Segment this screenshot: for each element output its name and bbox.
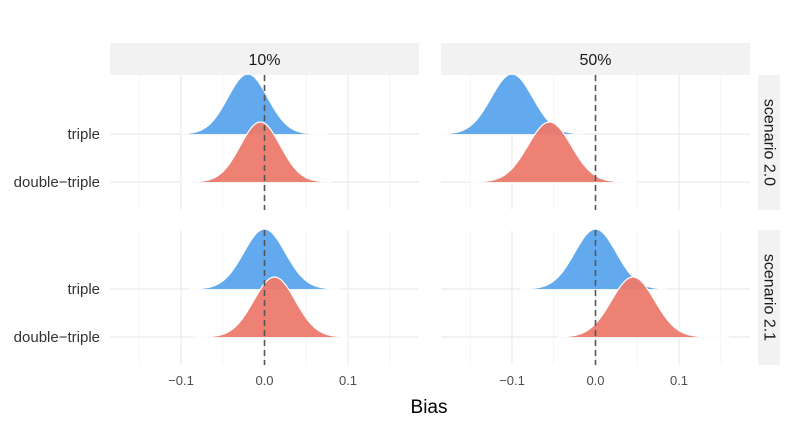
strip-row-scenario-2-0 xyxy=(758,75,780,210)
ridge-outline-triple xyxy=(189,228,340,290)
ridge-outline-double-triple xyxy=(180,121,332,183)
axes-layer: triple double−triple triple double−triple −0… xyxy=(14,126,688,388)
panel-scenario-2-1-10 xyxy=(110,228,419,365)
ridge-outline-double-triple xyxy=(557,276,730,338)
x-tick-label: −0.1 xyxy=(168,373,194,388)
strip-column-label: 50% xyxy=(579,52,611,69)
ridge-double-triple xyxy=(193,277,349,337)
ridge-triple xyxy=(520,229,667,289)
strip-row-label: scenario 2.0 xyxy=(761,99,778,186)
y-tick-label-triple: triple xyxy=(67,126,100,143)
ridge-double-triple xyxy=(180,122,332,182)
ridge-double-triple xyxy=(470,122,638,182)
x-tick-label: 0.0 xyxy=(255,373,273,388)
x-tick-label: 0.1 xyxy=(670,373,688,388)
ridge-double-triple xyxy=(557,277,730,337)
strip-column-10 xyxy=(110,43,419,75)
ridge-outline-double-triple xyxy=(193,276,349,338)
strip-column-50 xyxy=(441,43,750,75)
ridge-outline-double-triple xyxy=(470,121,638,183)
x-tick-label: 0.1 xyxy=(339,373,357,388)
strip-column-label: 10% xyxy=(248,52,280,69)
ridge-triple xyxy=(189,229,340,289)
x-axis-title: Bias xyxy=(411,397,448,418)
ridge-outline-triple xyxy=(180,73,328,135)
panel-scenario-2-1-50 xyxy=(441,228,750,365)
panels-layer xyxy=(110,73,750,365)
ridge-triple xyxy=(441,74,583,134)
y-tick-label-double-triple: double−triple xyxy=(14,329,100,346)
x-tick-label: 0.0 xyxy=(586,373,604,388)
x-tick-label: −0.1 xyxy=(499,373,525,388)
strip-row-label: scenario 2.1 xyxy=(761,254,778,341)
y-tick-label-triple: triple xyxy=(67,281,100,298)
y-tick-label-double-triple: double−triple xyxy=(14,174,100,191)
strip-row-scenario-2-1 xyxy=(758,230,780,365)
panel-scenario-2-0-50 xyxy=(440,73,750,210)
strips-layer: 10% 50% scenario 2.0 scenario 2.1 xyxy=(110,43,780,365)
panel-scenario-2-0-10 xyxy=(110,73,419,210)
ridge-triple xyxy=(180,74,328,134)
